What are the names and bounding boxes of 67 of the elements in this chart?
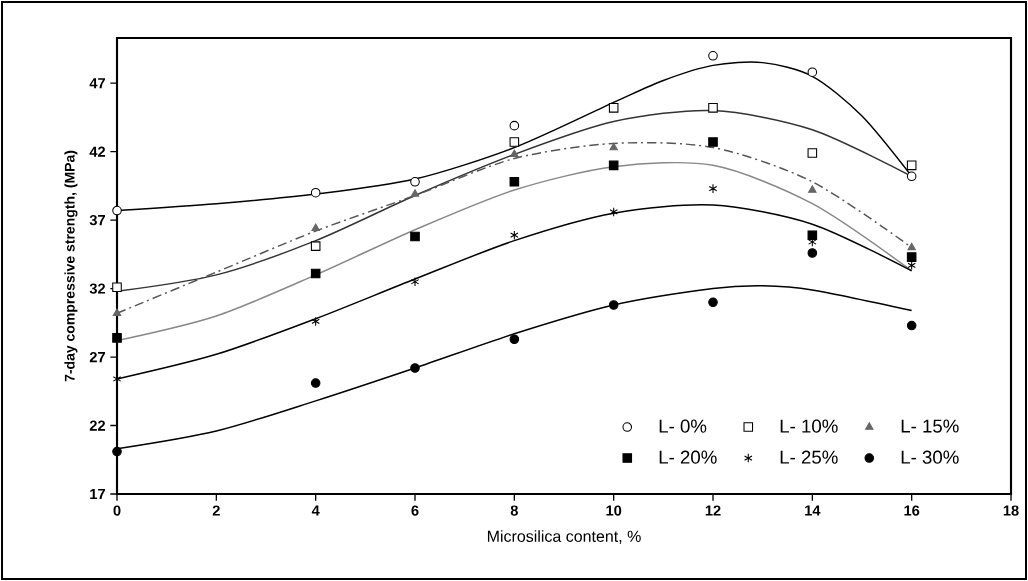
point [906,320,917,331]
y-tick-label: 47 [89,78,105,89]
point [608,103,619,113]
point [310,187,321,198]
point [510,149,519,158]
point [310,378,321,388]
point [708,137,718,147]
point [410,189,420,197]
point [807,148,818,158]
point [608,300,619,310]
point [112,333,122,343]
x-tick-label: 12 [705,505,721,516]
x-axis-title: Microsilica content, % [487,530,641,544]
point [410,276,420,287]
point [708,103,718,113]
point [509,176,520,187]
point [311,316,320,327]
y-tick-label: 32 [89,283,106,294]
point [609,207,618,217]
point [608,160,619,171]
point [906,160,917,171]
y-tick-label: 22 [89,420,106,431]
point [310,268,321,279]
x-tick-label: 18 [1003,505,1019,516]
point [906,252,917,262]
point [510,230,519,240]
legend-label: L- 15% [901,419,959,433]
y-tick-label: 17 [90,488,105,500]
x-tick-label: 14 [805,505,821,516]
x-tick-label: 6 [411,505,419,516]
x-tick-label: 10 [606,505,622,516]
point [310,241,321,251]
point [311,223,320,232]
x-tick-label: 2 [212,505,220,516]
point [708,50,718,61]
point [112,282,122,293]
point [708,297,718,308]
point [509,120,520,131]
point [906,171,917,182]
legend-label: L- 0% [659,419,707,433]
point [708,183,718,194]
y-tick-label: 27 [89,351,105,363]
x-tick-label: 8 [510,505,518,516]
point [112,446,122,457]
legend-label: L- 25% [780,450,838,464]
point [509,137,520,147]
legend-label: L- 10% [780,419,838,433]
point [808,185,817,193]
point [609,142,618,151]
point [509,334,520,345]
legend-label: L- 20% [659,450,717,464]
point [112,308,122,316]
point [410,363,420,373]
point [410,176,420,187]
point [807,67,818,78]
y-axis-title: 7-day compressive strength, (MPa) [64,150,78,382]
point [807,230,818,240]
point [112,205,122,216]
legend-label: L- 30% [901,450,959,464]
y-tick-label: 42 [89,146,106,157]
x-tick-label: 0 [113,505,121,516]
point [410,231,420,242]
y-tick-label: 37 [89,214,105,226]
point [807,248,818,258]
x-tick-label: 16 [904,505,920,516]
x-tick-label: 4 [311,505,320,516]
point [907,242,916,251]
